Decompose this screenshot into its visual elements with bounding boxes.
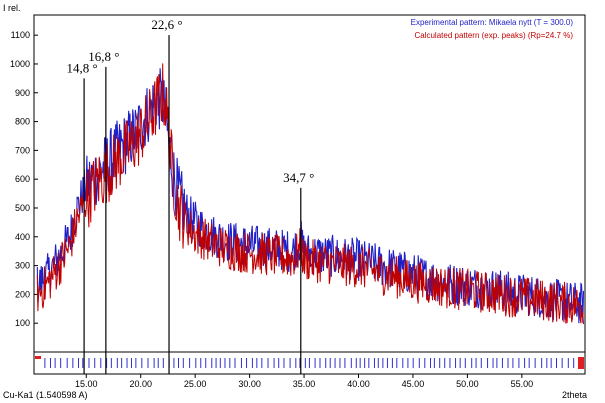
x-tick-label: 45.00	[402, 379, 425, 389]
y-axis-ticks: 100 200 300 400 500 600 700 800 900 1000 1100	[10, 30, 38, 328]
y-tick-label: 700	[15, 145, 30, 155]
reflection-start-marker	[35, 356, 41, 359]
y-tick-label: 600	[15, 174, 30, 184]
annotation-label: 14,8 °	[66, 60, 97, 75]
reflection-end-marker	[578, 357, 584, 369]
x-tick-label: 25.00	[184, 379, 207, 389]
y-tick-label: 100	[15, 318, 30, 328]
y-tick-label: 1000	[10, 59, 30, 69]
y-tick-label: 200	[15, 289, 30, 299]
legend-entry-calculated: Calculated pattern (exp. peaks) (Rp=24.7…	[414, 31, 573, 40]
wavelength-label: Cu-Ka1 (1.540598 A)	[3, 390, 88, 400]
annotation-label: 22,6 °	[151, 17, 182, 32]
x-tick-label: 30.00	[238, 379, 261, 389]
x-tick-label: 15.00	[75, 379, 98, 389]
series-layer	[36, 63, 585, 325]
y-tick-label: 400	[15, 232, 30, 242]
annotation-label: 34,7 °	[283, 170, 314, 185]
y-tick-label: 1100	[11, 30, 30, 40]
plot-area-frame	[33, 14, 586, 375]
y-tick-label: 800	[15, 117, 30, 127]
peak-annotations: 14,8 °16,8 ° 22,6 ° 34,7 °	[66, 17, 314, 374]
legend-entry-experimental: Experimental pattern: Mikaela nytt (T = …	[411, 18, 574, 27]
y-tick-label: 900	[15, 88, 30, 98]
x-tick-label: 35.00	[293, 379, 316, 389]
series-line-experimental	[36, 68, 585, 324]
x-tick-label: 50.00	[456, 379, 479, 389]
y-tick-label: 300	[15, 261, 30, 271]
annotation-label: 16,8 °	[88, 49, 119, 64]
x-tick-label: 20.00	[129, 379, 152, 389]
y-tick-label: 500	[15, 203, 30, 213]
x-tick-label: 40.00	[347, 379, 370, 389]
series-line-calculated	[36, 63, 584, 325]
reflection-markers	[35, 356, 584, 369]
x-axis-ticks: 15.00 20.00 25.00 30.00 35.00 40.00 45.00 50.00…	[75, 374, 533, 389]
y-axis-label: I rel.	[3, 3, 21, 13]
x-tick-label: 55.00	[511, 379, 534, 389]
x-axis-label: 2theta	[562, 390, 587, 400]
